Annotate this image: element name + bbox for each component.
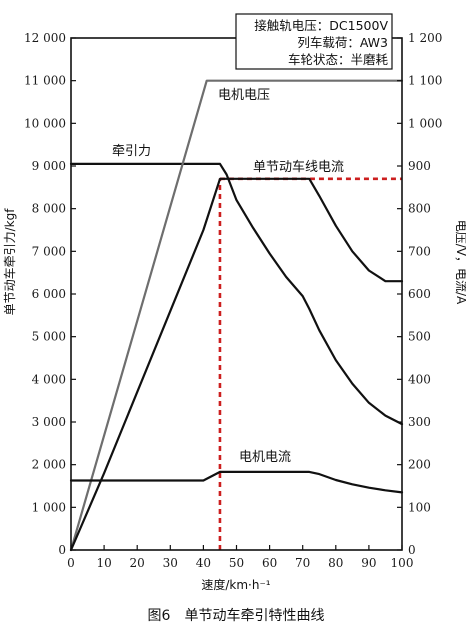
right-tick-label: 1 000 (408, 116, 442, 130)
left-tick-label: 11 000 (24, 74, 66, 88)
left-tick-label: 0 (58, 543, 66, 557)
right-tick-label: 200 (408, 458, 431, 472)
y-axis-title-right: 电压/V，电流/A (454, 220, 466, 305)
left-tick-label: 2 000 (32, 458, 66, 472)
label-line-current: 单节动车线电流 (253, 159, 344, 175)
series-lines (69, 79, 404, 552)
left-tick-label: 12 000 (24, 31, 66, 45)
right-tick-label: 1 100 (408, 74, 442, 88)
right-tick-label: 0 (408, 543, 416, 557)
motor-current-line (69, 470, 404, 494)
y-axis-title-left: 单节动车牵引力/kgf (2, 208, 17, 316)
x-tick-label: 40 (196, 556, 211, 570)
left-tick-label: 1 000 (32, 500, 66, 514)
left-tick-label: 7 000 (32, 244, 66, 258)
right-tick-label: 500 (408, 330, 431, 344)
left-tick-label: 9 000 (32, 159, 66, 173)
label-motor-current: 电机电流 (239, 450, 291, 465)
plot-frame (70, 37, 403, 551)
reference-lines (218, 177, 402, 550)
left-tick-label: 6 000 (32, 287, 66, 301)
left-axis-ticks: 0 1 000 2 000 3 000 4 000 5 000 6 000 7 000 8 00… (24, 31, 76, 557)
condition-wheel: 车轮状态：半磨耗 (288, 52, 389, 67)
right-axis-ticks: 0 100 200 300 400 500 600 700 800 900 1 000 1 100 1 … (397, 31, 442, 557)
x-tick-label: 90 (361, 556, 376, 570)
x-tick-label: 20 (130, 556, 145, 570)
x-tick-label: 70 (295, 556, 310, 570)
right-tick-label: 1 200 (408, 31, 442, 45)
left-tick-label: 3 000 (32, 415, 66, 429)
x-tick-label: 30 (163, 556, 178, 570)
condition-legend-box: 接触轨电压：DC1500V 列车载荷：AW3 车轮状态：半磨耗 (235, 13, 393, 70)
motor-voltage-line (69, 79, 404, 552)
label-motor-voltage: 电机电压 (218, 88, 270, 103)
right-tick-label: 300 (408, 415, 431, 429)
condition-box-frame (235, 13, 393, 70)
x-tick-label: 0 (67, 556, 75, 570)
left-tick-label: 4 000 (32, 372, 66, 386)
traction-force-line (69, 162, 404, 426)
x-tick-label: 100 (391, 556, 414, 570)
right-tick-label: 400 (408, 372, 431, 386)
x-tick-label: 60 (262, 556, 277, 570)
x-tick-label: 80 (328, 556, 343, 570)
left-tick-label: 8 000 (32, 202, 66, 216)
left-tick-label: 5 000 (32, 330, 66, 344)
left-tick-label: 10 000 (24, 116, 66, 130)
x-axis-ticks: 0 10 20 30 40 50 60 70 80 90 100 (67, 545, 413, 570)
right-tick-label: 800 (408, 202, 431, 216)
right-tick-label: 100 (408, 500, 431, 514)
x-axis-title: 速度/km·h⁻¹ (201, 577, 270, 592)
right-tick-label: 900 (408, 159, 431, 173)
figure-caption: 图6 单节动车牵引特性曲线 (148, 607, 325, 624)
x-tick-label: 10 (96, 556, 111, 570)
right-tick-label: 700 (408, 244, 431, 258)
line-current-line (69, 177, 404, 552)
right-tick-label: 600 (408, 287, 431, 301)
condition-load: 列车载荷：AW3 (297, 35, 388, 50)
label-traction-force: 牵引力 (112, 144, 151, 159)
condition-voltage: 接触轨电压：DC1500V (254, 18, 388, 33)
x-tick-label: 50 (229, 556, 244, 570)
